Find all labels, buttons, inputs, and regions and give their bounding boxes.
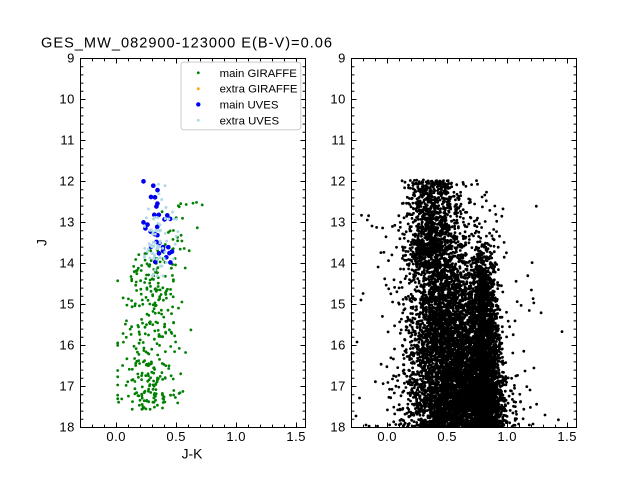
- svg-text:16: 16: [59, 337, 74, 352]
- svg-text:15: 15: [330, 296, 345, 311]
- svg-text:1.0: 1.0: [497, 429, 517, 444]
- svg-text:10: 10: [330, 91, 345, 106]
- svg-text:18: 18: [59, 419, 74, 434]
- svg-text:GES_MW_082900-123000 E(B-V)=0.: GES_MW_082900-123000 E(B-V)=0.06: [41, 36, 333, 52]
- svg-text:0.0: 0.0: [106, 429, 126, 444]
- svg-text:1.5: 1.5: [557, 429, 577, 444]
- svg-text:18: 18: [330, 419, 345, 434]
- svg-text:0.5: 0.5: [166, 429, 186, 444]
- svg-text:J-K: J-K: [182, 446, 203, 461]
- svg-text:13: 13: [59, 214, 74, 229]
- svg-text:14: 14: [330, 255, 345, 270]
- svg-text:12: 12: [59, 173, 74, 188]
- svg-text:0.5: 0.5: [437, 429, 457, 444]
- svg-text:J: J: [35, 239, 50, 246]
- svg-text:main GIRAFFE: main GIRAFFE: [220, 68, 298, 80]
- svg-text:9: 9: [67, 50, 75, 65]
- svg-text:12: 12: [330, 173, 345, 188]
- svg-text:17: 17: [330, 378, 345, 393]
- svg-text:16: 16: [330, 337, 345, 352]
- svg-text:15: 15: [59, 296, 74, 311]
- svg-text:1.5: 1.5: [286, 429, 306, 444]
- svg-text:extra GIRAFFE: extra GIRAFFE: [220, 84, 298, 96]
- svg-text:0.0: 0.0: [377, 429, 397, 444]
- svg-text:extra UVES: extra UVES: [220, 115, 280, 127]
- svg-text:13: 13: [330, 214, 345, 229]
- svg-text:14: 14: [59, 255, 74, 270]
- svg-text:10: 10: [59, 91, 74, 106]
- svg-text:17: 17: [59, 378, 74, 393]
- svg-text:9: 9: [338, 50, 346, 65]
- svg-text:11: 11: [331, 132, 346, 147]
- svg-text:11: 11: [60, 132, 75, 147]
- svg-text:1.0: 1.0: [226, 429, 246, 444]
- svg-text:main UVES: main UVES: [220, 99, 279, 111]
